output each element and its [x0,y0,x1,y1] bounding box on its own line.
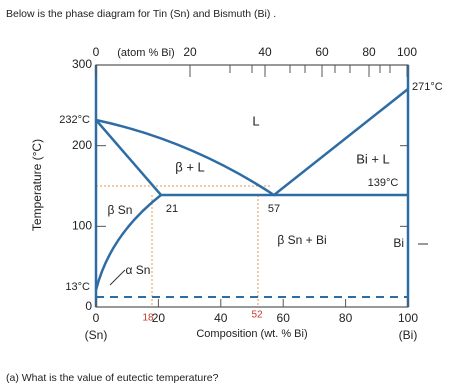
y-axis-label: Temperature (°C) [30,139,44,231]
annotation: 232°C [59,114,90,126]
intro: Below is the phase diagram for Tin (Sn) … [6,8,276,20]
y-tick-label: 200 [72,138,92,152]
x-axis-label: Composition (wt. % Bi) [196,328,307,340]
solvus [94,194,162,291]
liquidus [95,88,409,197]
question: (a) What is the value of eutectic temper… [6,372,219,384]
y-tick-label: 100 [72,219,92,233]
pointer [109,269,126,286]
top-tick-label: 60 [315,45,329,59]
annotation: Bi [393,236,404,250]
x-tick-label: 100 [398,311,418,325]
top-tick-label: 40 [258,45,272,59]
top-tick-label: 20 [183,45,197,59]
annotation: Bi + L [356,151,390,166]
top-axis-label: (atom % Bi) [117,47,174,59]
annotation: 13°C [65,281,90,293]
solidus [95,119,162,196]
x-tick-label: 60 [277,311,291,325]
annotation: 139°C [368,177,399,189]
x-tick-label: 20 [152,311,166,325]
y-tick-label: 300 [72,57,92,71]
annotation: 18 [142,313,154,324]
top-tick-label: 0 [93,45,100,59]
annotation: β Sn + Bi [277,233,326,247]
y-tick-label: 0 [85,299,92,313]
annotation: β + L [175,159,205,174]
annotation: 52 [251,310,263,321]
top-tick-label: 80 [362,45,376,59]
x-tick-label: 0 [93,311,100,325]
annotation: 21 [166,203,178,215]
top-tick-label: 100 [397,45,417,59]
annotation: α Sn [126,263,151,277]
x-tick-label: 80 [339,311,353,325]
guides [96,185,270,307]
annotation: L [252,113,259,128]
annotation: 271°C [412,81,443,93]
annotation: 57 [268,203,280,215]
x-tick-label: 40 [214,311,228,325]
left-end: (Sn) [85,328,108,342]
right-end: (Bi) [399,328,418,342]
annotation: β Sn [108,203,133,217]
